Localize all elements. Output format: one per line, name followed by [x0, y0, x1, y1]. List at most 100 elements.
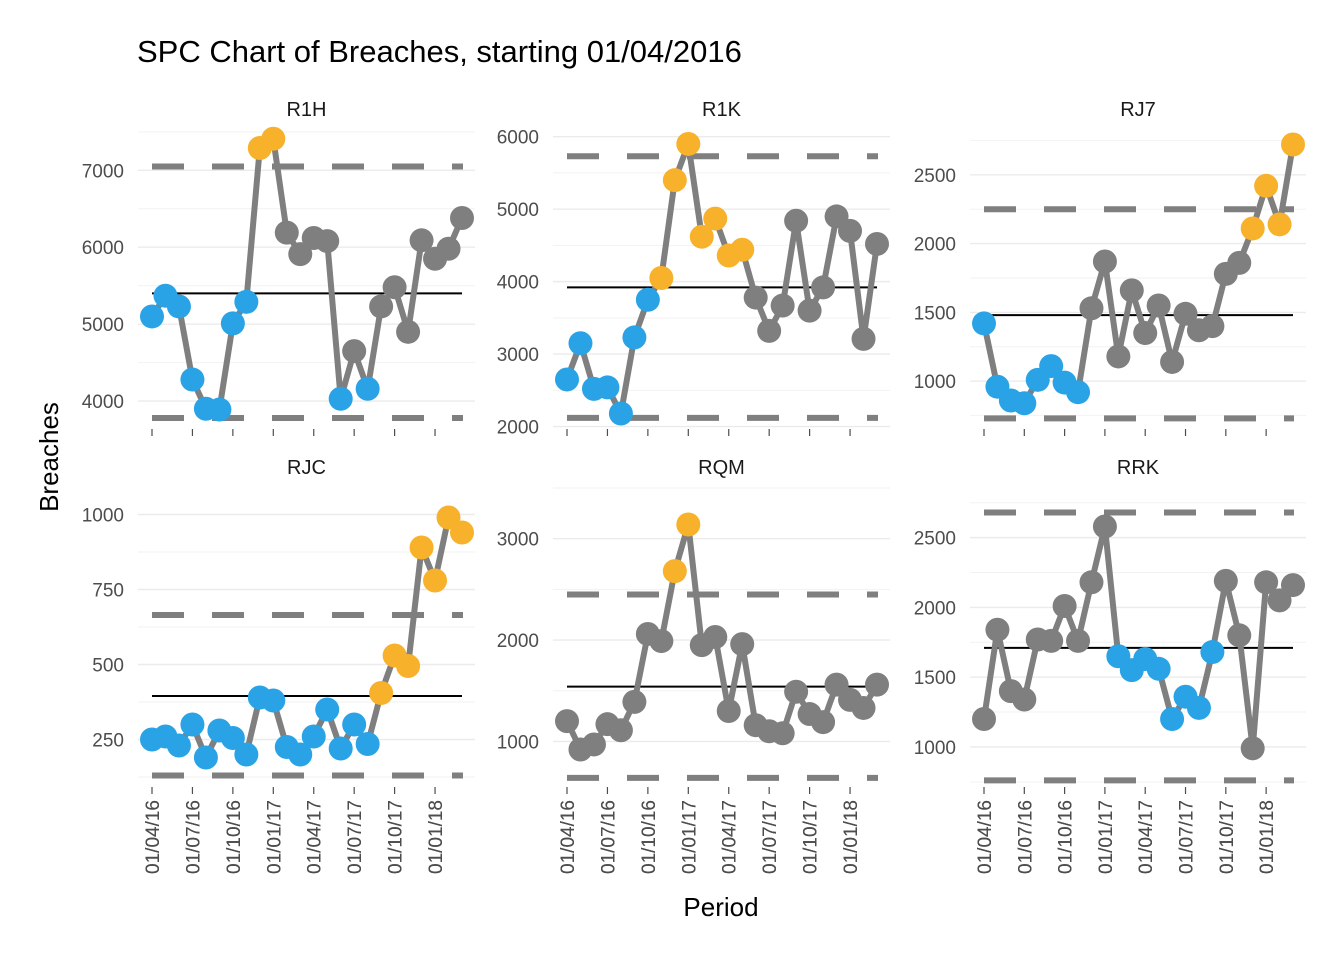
x-tick-label: 01/10/17	[801, 800, 822, 874]
data-point	[784, 679, 809, 704]
x-tick-label: 01/07/17	[345, 800, 366, 874]
data-point	[649, 629, 674, 654]
data-point	[770, 293, 795, 318]
x-tick-label: 01/07/16	[598, 800, 619, 874]
data-point	[622, 689, 647, 714]
data-point	[770, 721, 795, 746]
x-tick-label: 01/04/17	[305, 800, 326, 874]
data-point	[1106, 344, 1131, 369]
data-point	[301, 724, 326, 749]
data-point	[1186, 695, 1211, 720]
data-point	[220, 726, 245, 750]
x-tick-label: 01/07/16	[183, 800, 204, 874]
x-tick-label: 01/07/17	[1177, 800, 1198, 874]
x-tick-label: 01/10/16	[224, 800, 245, 874]
data-point	[595, 375, 620, 400]
x-tick-label: 01/07/17	[345, 800, 366, 874]
x-tick-label: 01/01/18	[841, 800, 862, 874]
data-point	[409, 535, 434, 560]
data-point	[1281, 132, 1305, 157]
data-point	[811, 710, 836, 735]
data-point	[261, 688, 286, 713]
data-point	[555, 367, 579, 392]
data-point	[1092, 249, 1117, 274]
x-tick-label: 01/04/17	[1136, 800, 1157, 874]
y-tick-label: 7000	[82, 161, 124, 182]
y-tick-label: 3000	[497, 345, 539, 366]
data-point	[1039, 628, 1064, 653]
x-tick-label: 01/10/16	[1056, 800, 1077, 874]
data-point	[369, 681, 394, 705]
data-point	[288, 742, 313, 767]
data-point	[608, 401, 633, 426]
data-point	[649, 266, 674, 290]
data-point	[703, 206, 728, 231]
data-point	[396, 654, 421, 678]
data-point	[730, 237, 755, 262]
x-tick-label: 01/01/17	[1096, 800, 1117, 874]
data-point	[355, 376, 380, 401]
data-point	[409, 228, 434, 253]
data-point	[555, 709, 579, 734]
y-tick-label: 2000	[914, 598, 956, 619]
data-point	[743, 285, 768, 310]
data-point	[423, 568, 448, 593]
data-point	[1240, 736, 1265, 761]
x-tick-label: 01/01/17	[679, 800, 700, 874]
x-tick-label: 01/10/17	[386, 800, 407, 874]
x-tick-label: 01/07/16	[1015, 800, 1036, 874]
y-tick-label: 1000	[914, 372, 956, 393]
data-point	[730, 632, 755, 657]
y-tick-label: 5000	[497, 200, 539, 221]
y-tick-label: 2000	[914, 235, 956, 256]
x-tick-label: 01/10/16	[639, 800, 660, 874]
y-tick-label: 2500	[914, 166, 956, 187]
x-tick-label: 01/10/16	[1056, 800, 1077, 874]
data-point	[140, 304, 164, 329]
data-point	[328, 736, 353, 761]
y-tick-label: 500	[92, 656, 124, 677]
data-point	[166, 294, 191, 319]
y-tick-label: 6000	[82, 238, 124, 259]
x-tick-label: 01/04/16	[143, 800, 164, 874]
data-point	[1119, 278, 1144, 303]
data-point	[274, 220, 299, 245]
y-tick-label: 2000	[497, 418, 539, 439]
data-point	[662, 559, 687, 584]
data-point	[1213, 568, 1238, 593]
x-tick-label: 01/04/17	[1136, 800, 1157, 874]
data-point	[1240, 216, 1265, 241]
data-point	[207, 397, 232, 422]
data-point	[193, 745, 218, 770]
y-tick-label: 2000	[497, 631, 539, 652]
panel-strip-label: R1K	[702, 99, 742, 121]
facet-panels: R1H 4000 5000 6000 7000 01/04/16 01/07/16 01/10…	[82, 99, 1306, 874]
data-point	[1173, 301, 1198, 326]
series-line	[149, 135, 465, 413]
data-point	[1254, 570, 1279, 595]
data-point	[1146, 656, 1171, 681]
data-point	[1012, 687, 1037, 712]
data-point	[450, 206, 474, 230]
data-point	[1200, 314, 1225, 339]
x-tick-label: 01/10/17	[1217, 800, 1238, 874]
data-point	[865, 672, 889, 697]
data-point	[1133, 321, 1158, 346]
data-point	[315, 697, 340, 722]
x-tick-label: 01/04/16	[975, 800, 996, 874]
data-point	[662, 168, 687, 193]
y-tick-label: 750	[92, 581, 124, 602]
data-point	[851, 695, 876, 720]
data-point	[689, 224, 714, 249]
data-point	[676, 131, 701, 156]
panel-strip-label: RJC	[287, 457, 326, 479]
data-point	[288, 242, 313, 267]
data-point	[342, 712, 367, 737]
x-tick-label: 01/10/17	[1217, 800, 1238, 874]
x-tick-label: 01/07/17	[760, 800, 781, 874]
x-tick-label: 01/01/18	[1257, 800, 1278, 874]
panel-rrk: RRK 1000 1500 2000 2500 01/04/16 01/07/16 01/10…	[914, 457, 1306, 874]
data-point	[838, 218, 863, 243]
data-point	[234, 289, 259, 314]
